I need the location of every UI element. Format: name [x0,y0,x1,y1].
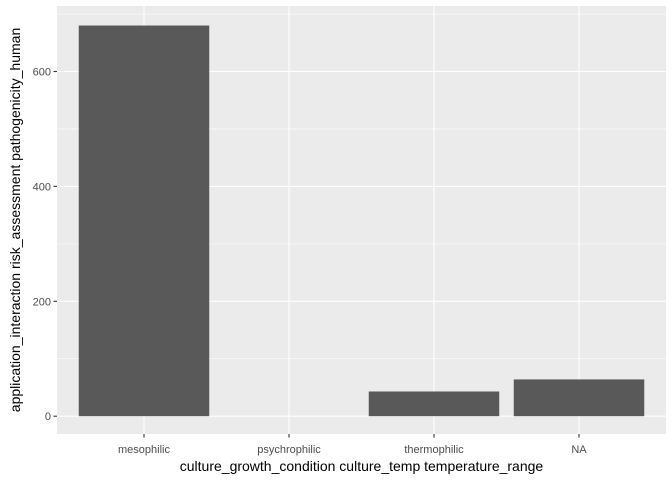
x-tick-label: psychrophilic [257,444,321,456]
x-tick-label: thermophilic [404,444,464,456]
bar [78,25,210,417]
x-axis-ticks: mesophilic psychrophilic thermophilic NA [118,434,587,456]
y-axis-ticks: 0 200 400 600 [33,66,57,423]
y-tick-label: 0 [45,411,51,423]
bar [368,391,500,417]
y-tick-label: 400 [33,181,51,193]
y-tick-label: 200 [33,296,51,308]
y-axis-title: application_interaction risk_assessment … [7,28,23,412]
x-tick-label: mesophilic [118,444,170,456]
y-tick-label: 600 [33,66,51,78]
bars [78,25,645,417]
x-axis-title: culture_growth_condition culture_temp te… [180,458,544,474]
x-tick-label: NA [571,444,587,456]
bar [513,379,645,417]
